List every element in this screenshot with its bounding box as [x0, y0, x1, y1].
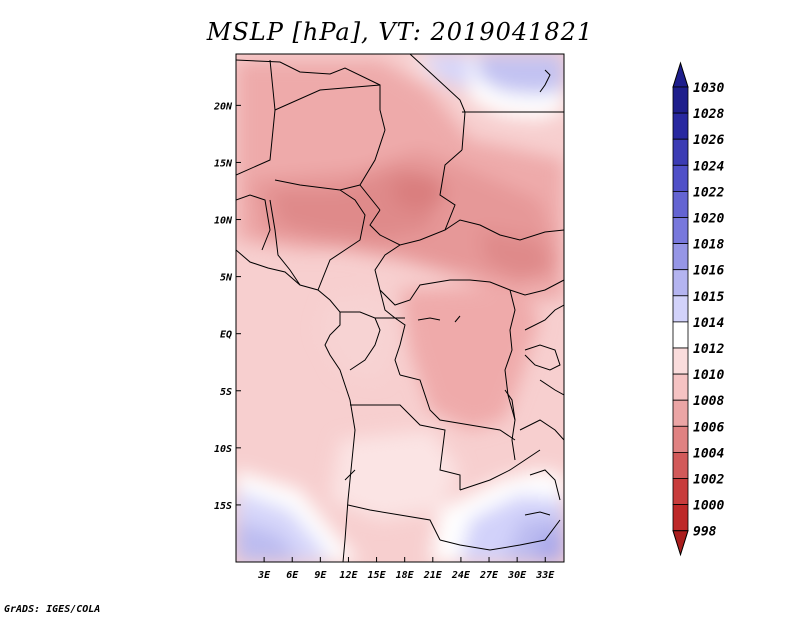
colorbar-swatch [672, 373, 689, 401]
x-axis-ticks: 3E 6E 9E 12E 15E 18E 21E 24E 27E 30E 33E [257, 557, 555, 581]
grads-credit: GrADS: IGES/COLA [4, 604, 101, 615]
colorbar-swatch [672, 321, 689, 349]
colorbar: 1030 1028 1026 1024 1022 1020 1018 1016 1015 1014… [672, 61, 724, 557]
x-tick-label: 9E [314, 570, 327, 581]
y-tick-label: 10S [214, 444, 232, 455]
x-tick-label: 30E [507, 570, 527, 581]
x-tick-label: 12E [339, 570, 358, 581]
colorbar-swatch [672, 269, 689, 297]
colorbar-swatch [672, 347, 689, 375]
colorbar-label: 998 [693, 525, 717, 540]
map-title: MSLP [hPa], VT: 2019041821 [206, 18, 594, 46]
x-tick-label: 21E [423, 570, 443, 581]
colorbar-label: 1002 [693, 473, 724, 488]
colorbar-label: 1018 [693, 238, 724, 253]
y-axis-ticks: 20N 15N 10N 5N EQ 5S 10S 15S [213, 101, 241, 512]
colorbar-swatch [672, 86, 689, 114]
colorbar-swatch [672, 425, 689, 453]
x-tick-label: 33E [535, 570, 555, 581]
colorbar-label: 1022 [693, 185, 724, 200]
x-tick-label: 18E [396, 570, 415, 581]
colorbar-swatch [672, 217, 689, 245]
colorbar-label: 1012 [693, 342, 724, 357]
colorbar-swatch [672, 190, 689, 218]
y-tick-label: 10N [214, 216, 233, 227]
colorbar-label: 1014 [693, 316, 724, 331]
colorbar-label: 1020 [693, 212, 724, 227]
colorbar-swatch [672, 295, 689, 323]
colorbar-label: 1016 [693, 264, 724, 279]
x-tick-label: 6E [286, 570, 299, 581]
colorbar-label: 1010 [693, 368, 724, 383]
y-tick-label: 5N [220, 273, 233, 284]
y-tick-label: 15N [214, 158, 233, 169]
colorbar-label: 1004 [693, 446, 724, 461]
y-tick-label: 20N [213, 101, 233, 112]
plot-frame [235, 53, 565, 563]
colorbar-label: 1000 [693, 499, 724, 514]
colorbar-label: 1006 [693, 420, 724, 435]
colorbar-top-arrow [672, 61, 689, 88]
colorbar-swatch [672, 164, 689, 192]
colorbar-label: 1026 [693, 133, 724, 148]
colorbar-swatch [672, 451, 689, 479]
colorbar-label: 1028 [693, 107, 724, 122]
y-tick-label: EQ [220, 330, 232, 341]
colorbar-label: 1024 [693, 159, 724, 174]
x-tick-label: 27E [479, 570, 499, 581]
colorbar-bottom-arrow [672, 530, 689, 557]
country-borders [236, 54, 564, 562]
x-tick-label: 24E [451, 570, 471, 581]
colorbar-swatch [672, 138, 689, 166]
pressure-field [236, 54, 564, 562]
y-tick-label: 5S [220, 387, 232, 398]
x-tick-label: 15E [368, 570, 387, 581]
colorbar-swatch [672, 478, 689, 506]
colorbar-swatch [672, 243, 689, 271]
colorbar-label: 1008 [693, 394, 724, 409]
colorbar-label: 1030 [693, 81, 724, 96]
colorbar-label: 1015 [693, 290, 724, 305]
colorbar-swatch [672, 399, 689, 427]
colorbar-swatch [672, 112, 689, 140]
colorbar-swatch [672, 504, 689, 532]
y-tick-label: 15S [214, 501, 232, 512]
x-tick-label: 3E [257, 570, 271, 581]
